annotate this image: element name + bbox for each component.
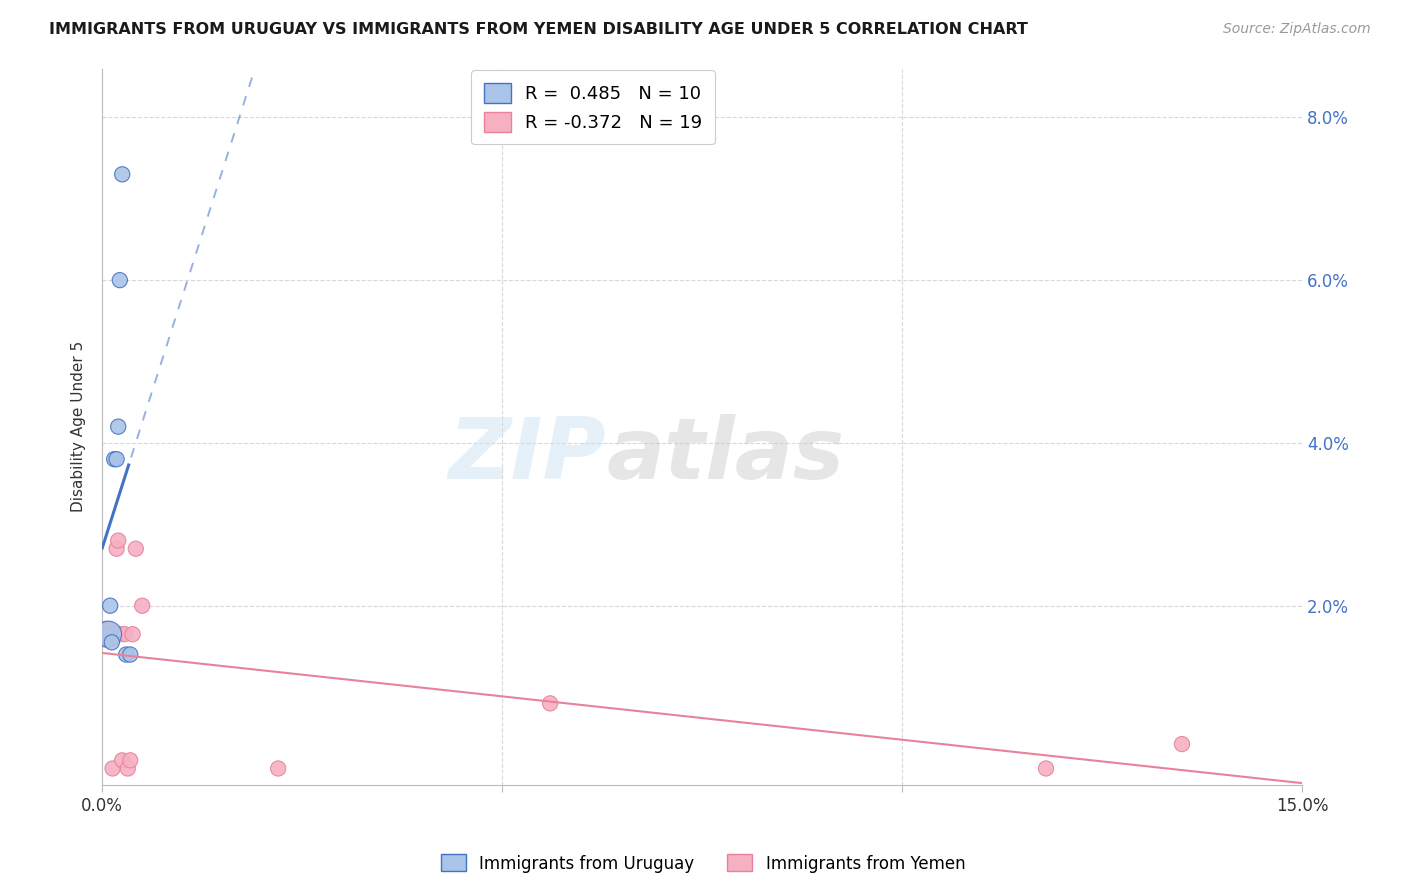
Text: IMMIGRANTS FROM URUGUAY VS IMMIGRANTS FROM YEMEN DISABILITY AGE UNDER 5 CORRELAT: IMMIGRANTS FROM URUGUAY VS IMMIGRANTS FR… (49, 22, 1028, 37)
Point (98, 599, 121, 613)
Point (97, 627, 120, 641)
Point (105, 452, 128, 467)
Point (1035, 762, 1057, 776)
Point (125, 541, 148, 556)
Text: ZIP: ZIP (449, 414, 606, 497)
Point (105, 541, 128, 556)
Point (97, 627, 120, 641)
Point (114, 627, 136, 641)
Legend: R =  0.485   N = 10, R = -0.372   N = 19: R = 0.485 N = 10, R = -0.372 N = 19 (471, 70, 716, 145)
Point (108, 273, 131, 287)
Point (107, 419, 129, 434)
Point (107, 533, 129, 548)
Point (1171, 737, 1194, 751)
Legend: Immigrants from Uruguay, Immigrants from Yemen: Immigrants from Uruguay, Immigrants from… (434, 847, 972, 880)
Point (120, 753, 142, 767)
Point (115, 648, 138, 662)
Point (267, 762, 290, 776)
Point (108, 627, 131, 641)
Point (103, 627, 125, 641)
Point (103, 452, 125, 467)
Point (111, 167, 134, 181)
Point (120, 648, 142, 662)
Text: atlas: atlas (606, 414, 844, 497)
Point (96, 627, 118, 641)
Point (117, 762, 139, 776)
Y-axis label: Disability Age Under 5: Disability Age Under 5 (72, 341, 86, 512)
Point (101, 635, 124, 649)
Text: Source: ZipAtlas.com: Source: ZipAtlas.com (1223, 22, 1371, 37)
Point (101, 762, 124, 776)
Point (538, 697, 561, 711)
Point (111, 753, 134, 767)
Point (131, 599, 153, 613)
Point (98, 627, 121, 641)
Point (121, 627, 143, 641)
